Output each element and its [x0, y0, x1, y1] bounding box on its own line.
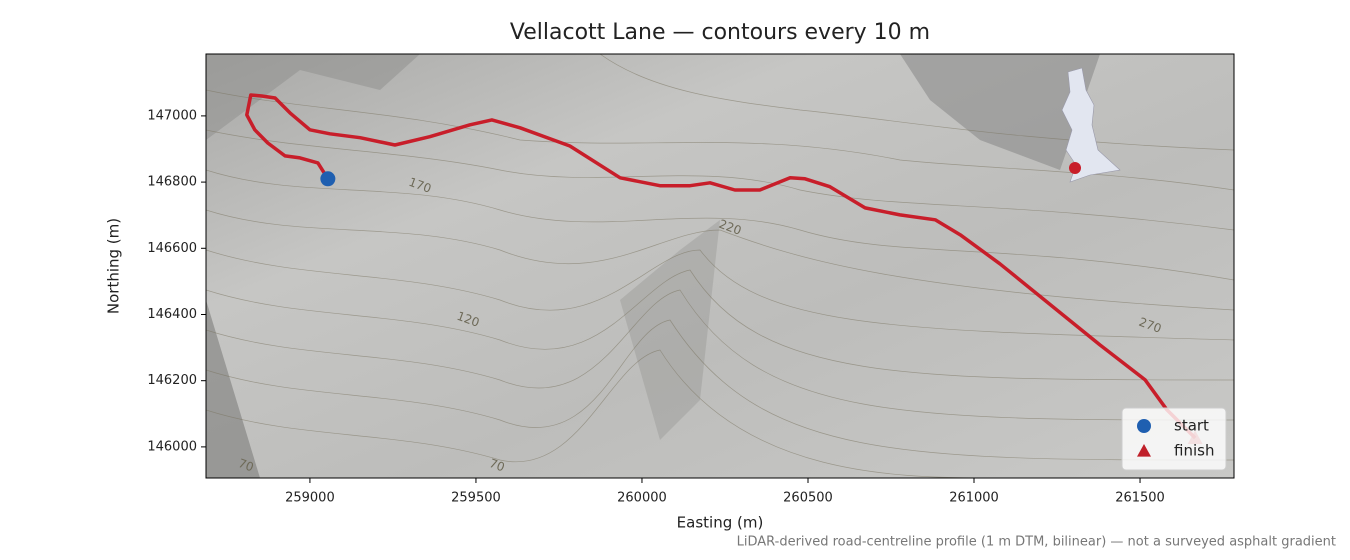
y-tick-label: 146200: [147, 373, 197, 388]
route-line: [245, 93, 1197, 440]
y-tick-label: 146400: [147, 307, 197, 322]
shade-slope: [206, 300, 260, 478]
x-tick-label: 261500: [1115, 491, 1165, 506]
x-axis-label: Easting (m): [677, 514, 764, 532]
x-tick-label: 259000: [285, 491, 335, 506]
shade-ridge: [206, 54, 420, 140]
chart-title: Vellacott Lane — contours every 10 m: [510, 20, 930, 45]
y-tick-label: 146000: [147, 439, 197, 454]
route-endpoint: [320, 171, 336, 187]
y-axis-label: Northing (m): [105, 218, 123, 314]
contour-label: 70: [236, 456, 255, 474]
y-tick-label: 147000: [147, 108, 197, 123]
y-tick-label: 146800: [147, 175, 197, 190]
shade-ridge: [900, 54, 1100, 170]
inset-map: [1061, 67, 1121, 183]
legend-label: start: [1174, 417, 1209, 435]
map-background: [206, 54, 1234, 478]
x-tick-label: 261000: [949, 491, 999, 506]
contour-label: 70: [487, 456, 506, 474]
x-tick-label: 260000: [617, 491, 667, 506]
x-tick-label: 260500: [783, 491, 833, 506]
inset-location: [1069, 162, 1081, 174]
legend-label: finish: [1174, 442, 1214, 460]
x-tick-label: 259500: [451, 491, 501, 506]
hillshade: [206, 54, 1234, 478]
legend-marker: [1137, 444, 1151, 457]
footnote: LiDAR-derived road-centreline profile (1…: [737, 535, 1336, 550]
plot-frame: [205, 53, 1235, 479]
shade-valley: [620, 220, 720, 440]
legend-marker: [1137, 419, 1151, 433]
y-tick-label: 146600: [147, 241, 197, 256]
